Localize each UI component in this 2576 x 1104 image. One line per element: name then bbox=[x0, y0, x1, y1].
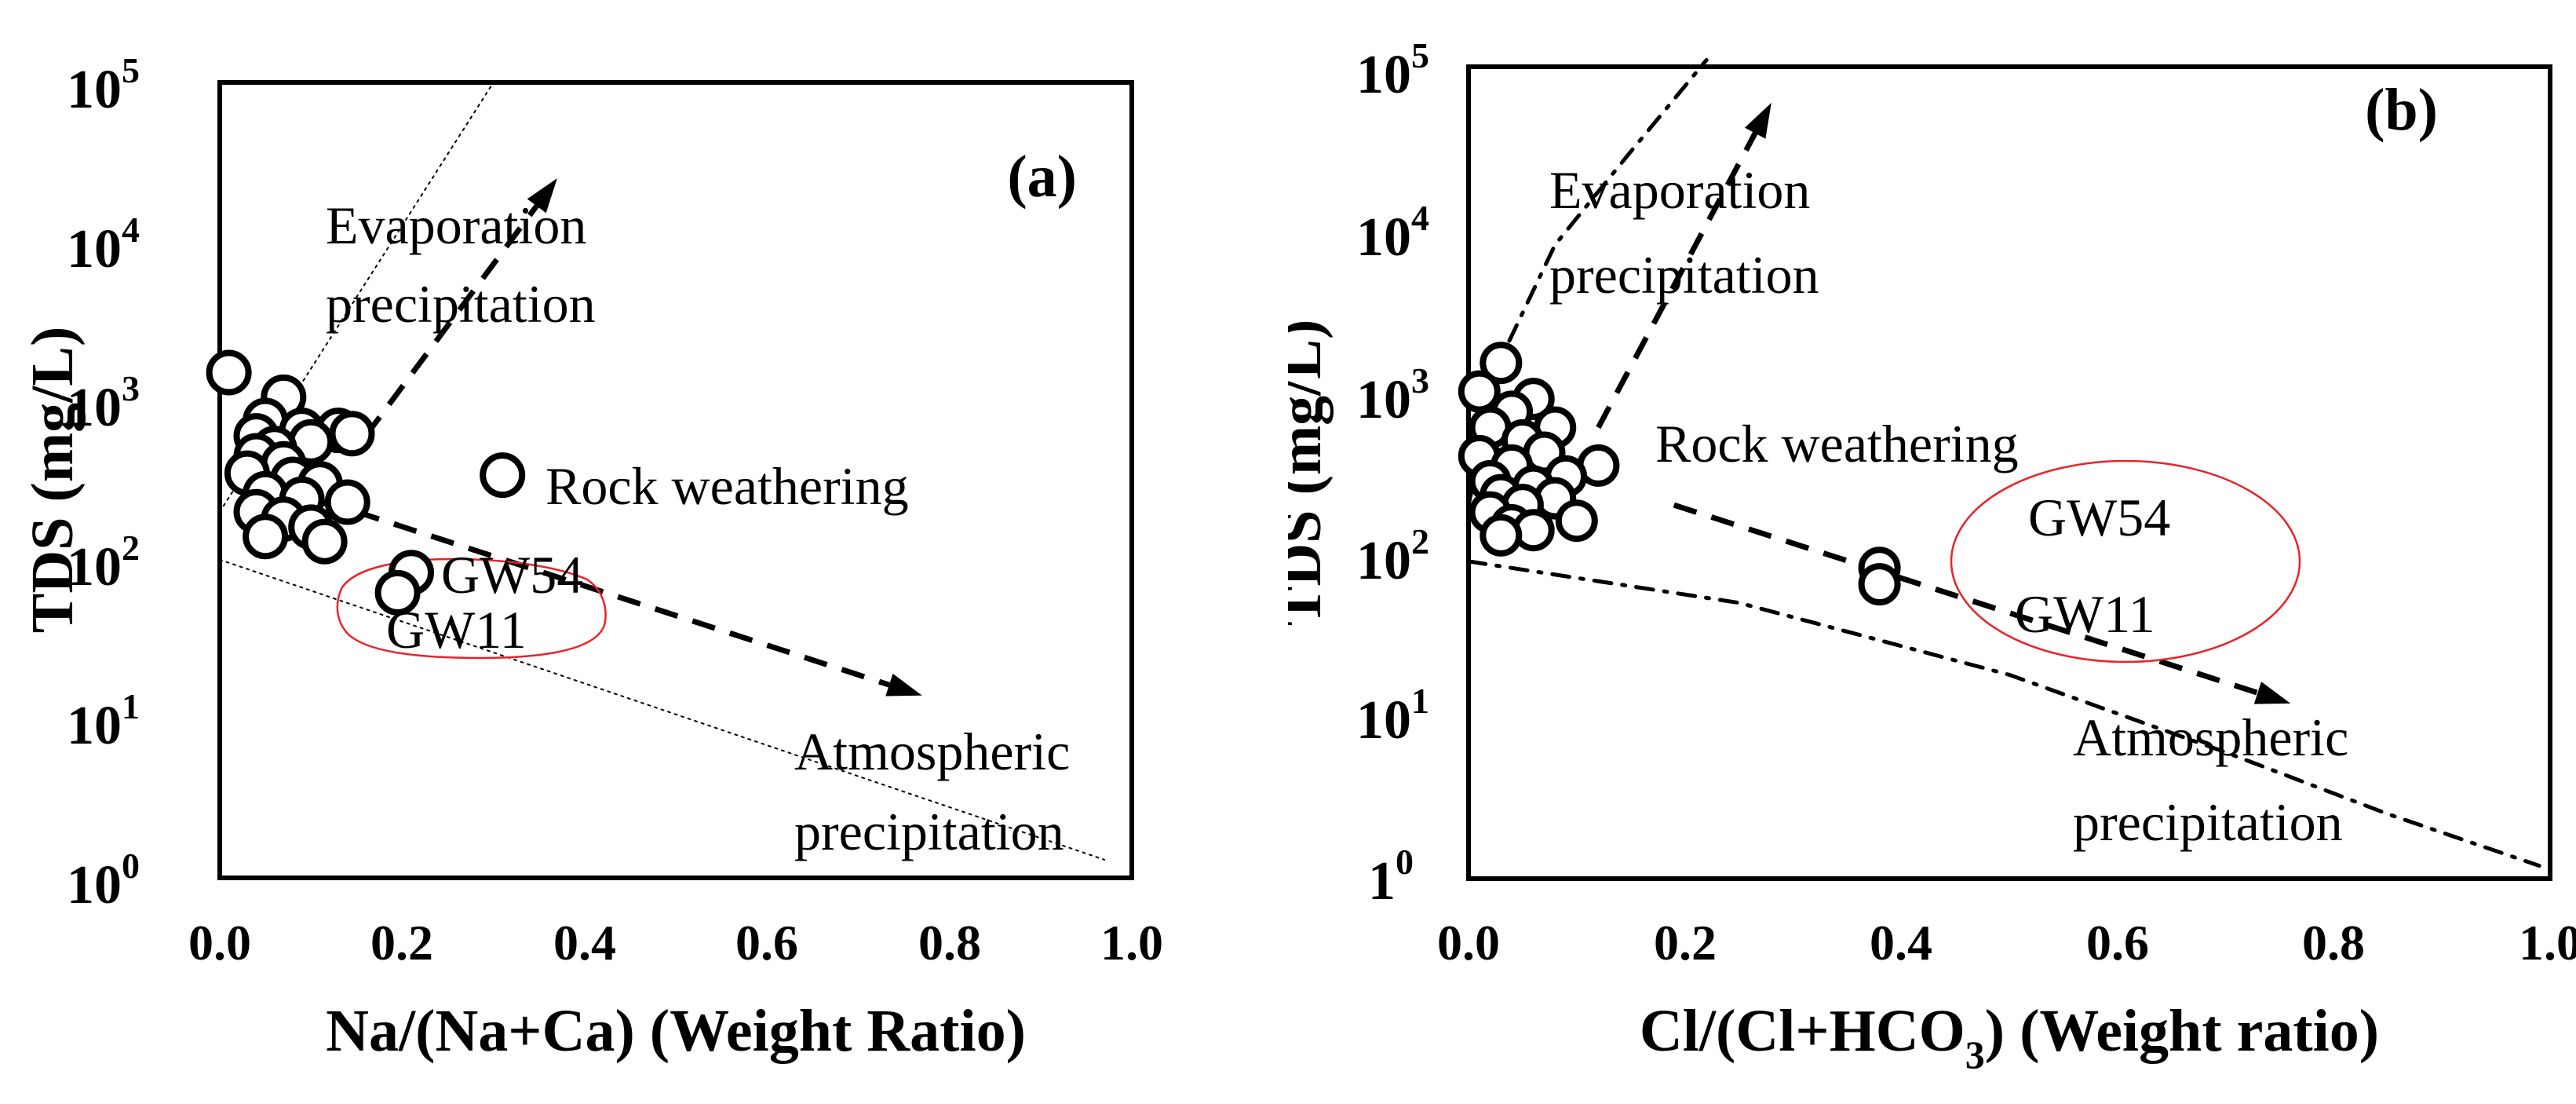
arrows bbox=[1596, 102, 2291, 704]
x-axis-title: Cl/(Cl+HCO3) (Weight ratio) bbox=[1640, 998, 2379, 1077]
data-points bbox=[1458, 342, 1901, 606]
data-point bbox=[1458, 370, 1501, 413]
annotation-atmospheric-line-1: Atmospheric bbox=[2073, 707, 2348, 767]
boundary-line-lower bbox=[219, 558, 1106, 861]
chart-a: 100 101 102 103 104 105 0.0 0.2 0.4 0.6 … bbox=[20, 50, 1163, 1064]
arrow-shaft-1 bbox=[356, 509, 890, 688]
annotation-evaporation-line-1: Evaporation bbox=[326, 196, 586, 255]
x-tick-label-3: 0.6 bbox=[735, 915, 798, 971]
point-label-gw54: GW54 bbox=[441, 545, 583, 605]
annotation-evaporation-line-1: Evaporation bbox=[1549, 160, 1810, 220]
annotation-atmospheric-line-1: Atmospheric bbox=[794, 722, 1070, 781]
y-tick-label-0: 10 bbox=[1368, 842, 1414, 912]
annotation-atmospheric: Atmospheric precipitation bbox=[2073, 707, 2348, 852]
x-tick-label-3: 0.6 bbox=[2086, 915, 2149, 971]
y-tick-labels: 100 101 102 103 104 105 bbox=[67, 50, 140, 916]
annotation-rock-weathering: Rock weathering bbox=[545, 456, 909, 516]
x-tick-label-1: 0.2 bbox=[1654, 915, 1717, 971]
data-point bbox=[1480, 514, 1523, 557]
highlight-ellipse bbox=[336, 557, 607, 660]
highlight-ellipse bbox=[1950, 459, 2301, 663]
annotation-rock-weathering: Rock weathering bbox=[1655, 414, 2019, 473]
y-tick-label-1: 101 bbox=[1356, 681, 1429, 751]
y-tick-label-2: 102 bbox=[67, 528, 140, 598]
x-tick-label-4: 0.8 bbox=[918, 915, 981, 971]
point-label-gw11: GW11 bbox=[386, 600, 527, 660]
annotations: Evaporation precipitation Rock weathering… bbox=[1549, 160, 2348, 852]
data-point bbox=[329, 411, 375, 457]
y-tick-label-5: 105 bbox=[67, 50, 140, 120]
highlight-region bbox=[336, 557, 607, 660]
data-point bbox=[480, 452, 526, 499]
x-tick-label-2: 0.4 bbox=[553, 915, 616, 971]
panel-label: (b) bbox=[2365, 77, 2438, 143]
annotation-evaporation-line-2: precipitation bbox=[326, 274, 596, 334]
data-point bbox=[301, 518, 348, 565]
annotation-evaporation: Evaporation precipitation bbox=[326, 196, 596, 334]
y-tick-label-1: 101 bbox=[67, 686, 140, 756]
data-points bbox=[206, 349, 526, 616]
x-tick-label-5: 1.0 bbox=[1100, 915, 1163, 971]
panel-a: 100 101 102 103 104 105 0.0 0.2 0.4 0.6 … bbox=[0, 0, 1288, 1100]
x-tick-label-5: 1.0 bbox=[2519, 915, 2576, 971]
annotation-atmospheric-line-2: precipitation bbox=[794, 802, 1064, 861]
data-point bbox=[324, 479, 370, 525]
y-tick-label-4: 104 bbox=[1356, 198, 1429, 268]
annotation-atmospheric: Atmospheric precipitation bbox=[794, 722, 1070, 861]
data-point bbox=[243, 514, 289, 560]
x-axis-title: Na/(Na+Ca) (Weight Ratio) bbox=[326, 998, 1026, 1064]
arrow-head-0 bbox=[1744, 102, 1771, 139]
y-tick-label-3: 103 bbox=[67, 368, 140, 438]
y-tick-label-4: 104 bbox=[67, 210, 140, 280]
annotations: Evaporation precipitation Rock weathering… bbox=[326, 196, 1070, 861]
point-label-gw54: GW54 bbox=[2028, 488, 2170, 547]
x-tick-label-1: 0.2 bbox=[370, 915, 433, 971]
data-point bbox=[206, 349, 252, 396]
data-point bbox=[1480, 342, 1523, 385]
data-point bbox=[1555, 499, 1598, 543]
x-tick-label-0: 0.0 bbox=[188, 915, 251, 971]
y-axis-title: TDS (mg/L) bbox=[20, 327, 86, 634]
y-tick-label-3: 103 bbox=[1356, 360, 1429, 430]
highlight-region bbox=[1950, 459, 2301, 663]
y-tick-labels: 10 101 102 103 104 105 bbox=[1356, 35, 1429, 912]
arrow-head-1 bbox=[885, 673, 922, 696]
plot-frame bbox=[217, 80, 1134, 880]
panel-b: 10 101 102 103 104 105 0.0 0.2 0.4 0.6 0… bbox=[1268, 0, 2576, 1100]
y-tick-label-2: 102 bbox=[1356, 521, 1429, 591]
arrow-head-0 bbox=[527, 177, 557, 214]
y-axis-title: TDS (mg/L) bbox=[1288, 320, 1334, 627]
boundary-line-lower bbox=[1466, 559, 2541, 868]
x-tick-label-0: 0.0 bbox=[1437, 915, 1500, 971]
annotation-evaporation-line-2: precipitation bbox=[1549, 245, 1819, 305]
x-tick-label-2: 0.4 bbox=[1870, 915, 1932, 971]
data-point-gw11 bbox=[1858, 563, 1901, 606]
arrow-shaft-0 bbox=[363, 204, 539, 438]
arrow-head-1 bbox=[2253, 682, 2291, 704]
x-tick-label-4: 0.8 bbox=[2302, 915, 2365, 971]
x-tick-labels: 0.0 0.2 0.4 0.6 0.8 1.0 bbox=[188, 915, 1163, 971]
point-label-gw11: GW11 bbox=[2015, 584, 2155, 644]
y-tick-label-5: 105 bbox=[1356, 35, 1429, 105]
arrows bbox=[356, 177, 922, 696]
y-tick-label-0: 100 bbox=[67, 846, 140, 916]
annotation-evaporation: Evaporation precipitation bbox=[1549, 160, 1819, 305]
data-point-gw11 bbox=[374, 569, 421, 616]
annotation-atmospheric-line-2: precipitation bbox=[2073, 792, 2343, 852]
x-tick-labels: 0.0 0.2 0.4 0.6 0.8 1.0 bbox=[1437, 915, 2576, 971]
panel-label: (a) bbox=[1007, 144, 1077, 210]
arrow-shaft-1 bbox=[1673, 502, 2259, 696]
chart-b: 10 101 102 103 104 105 0.0 0.2 0.4 0.6 0… bbox=[1268, 35, 2576, 1077]
arrow-shaft-0 bbox=[1596, 132, 1758, 430]
